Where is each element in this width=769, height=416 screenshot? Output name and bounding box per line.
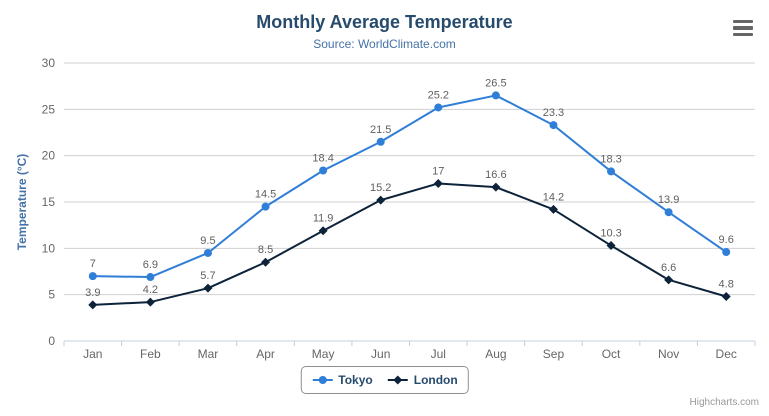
- data-label: 25.2: [428, 89, 449, 101]
- data-point-marker[interactable]: [664, 275, 674, 285]
- data-point-marker[interactable]: [433, 178, 443, 188]
- data-point-marker[interactable]: [319, 166, 328, 175]
- data-point-marker[interactable]: [606, 241, 616, 251]
- data-point-marker[interactable]: [607, 167, 616, 176]
- data-point-marker[interactable]: [261, 257, 271, 267]
- data-point-marker[interactable]: [549, 121, 558, 130]
- series-line: [91, 182, 728, 306]
- data-point-marker[interactable]: [548, 204, 558, 214]
- data-label: 18.3: [600, 153, 621, 165]
- data-point-marker[interactable]: [376, 195, 386, 205]
- data-label: 9.6: [719, 234, 734, 246]
- context-menu-button[interactable]: [732, 19, 754, 37]
- y-axis-label: 25: [42, 102, 56, 116]
- data-point-marker[interactable]: [203, 248, 212, 257]
- legend-item-london[interactable]: London: [387, 373, 458, 387]
- data-point-marker[interactable]: [491, 182, 501, 192]
- data-point-marker[interactable]: [261, 202, 270, 211]
- x-axis-label: Mar: [198, 347, 219, 361]
- x-axis-label: Jul: [431, 347, 446, 361]
- x-axis-label: Sep: [543, 347, 565, 361]
- x-axis-label: Jan: [83, 347, 102, 361]
- y-axis-label: 5: [48, 288, 55, 302]
- data-point-marker[interactable]: [88, 272, 97, 281]
- data-point-marker[interactable]: [721, 292, 731, 302]
- series-line: [91, 94, 728, 279]
- data-label: 8.5: [258, 244, 273, 256]
- y-axis-label: 30: [42, 56, 56, 70]
- y-axis-label: 0: [48, 334, 55, 348]
- data-point-marker[interactable]: [664, 208, 673, 217]
- x-axis-label: Feb: [140, 347, 161, 361]
- data-label: 9.5: [200, 235, 215, 247]
- legend-label: London: [413, 373, 458, 387]
- hamburger-icon: [733, 20, 753, 24]
- highcharts-credit-link[interactable]: Highcharts.com: [689, 397, 759, 408]
- data-point-marker[interactable]: [434, 103, 443, 112]
- x-axis-label: Nov: [658, 347, 679, 361]
- data-label: 11.9: [313, 213, 334, 225]
- chart-subtitle: Source: WorldClimate.com: [313, 37, 456, 51]
- data-point-marker[interactable]: [203, 283, 213, 293]
- x-axis-label: Dec: [716, 347, 737, 361]
- data-label: 16.6: [485, 169, 506, 181]
- x-axis-label: Aug: [485, 347, 506, 361]
- data-label: 14.2: [543, 191, 564, 203]
- y-axis-title: Temperature (°C): [15, 154, 29, 251]
- data-label: 6.6: [661, 262, 676, 274]
- y-axis-label: 10: [42, 241, 56, 255]
- data-label: 15.2: [370, 182, 391, 194]
- data-label: 26.5: [485, 77, 506, 89]
- data-label: 4.8: [719, 279, 734, 291]
- data-label: 21.5: [370, 124, 391, 136]
- data-point-marker[interactable]: [491, 91, 500, 100]
- y-axis-label: 20: [42, 149, 56, 163]
- y-axis-label: 15: [42, 195, 56, 209]
- data-label: 6.9: [143, 259, 158, 271]
- data-point-marker[interactable]: [722, 248, 731, 257]
- x-axis-label: Apr: [256, 347, 275, 361]
- diamond-marker-icon: [387, 375, 408, 385]
- series-london: 3.9 4.2 5.7 8.5 11.9 15.2 17 16.6 14.2 10.3 6.6 4.8: [85, 165, 734, 310]
- hamburger-icon: [733, 26, 753, 30]
- data-label: 17: [432, 165, 444, 177]
- data-point-marker[interactable]: [318, 226, 328, 236]
- x-axis-label: May: [312, 347, 335, 361]
- data-label: 4.2: [143, 284, 158, 296]
- series-tokyo: 7 6.9 9.5 14.5 18.4 21.5 25.2 26.5 23.3 18.3 13.9 9…: [88, 77, 734, 282]
- data-label: 14.5: [255, 189, 276, 201]
- chart-title: Monthly Average Temperature: [256, 12, 513, 32]
- data-label: 5.7: [200, 270, 215, 282]
- legend-item-tokyo[interactable]: Tokyo: [311, 373, 373, 387]
- legend-label: Tokyo: [338, 373, 373, 387]
- data-label: 18.4: [312, 152, 333, 164]
- x-axis-label: Oct: [602, 347, 621, 361]
- circle-marker-icon: [312, 376, 333, 384]
- data-label: 13.9: [658, 194, 679, 206]
- data-label: 7: [90, 258, 96, 270]
- data-label: 3.9: [85, 287, 100, 299]
- x-axis-label: Jun: [371, 347, 390, 361]
- data-point-marker[interactable]: [145, 297, 155, 307]
- data-label: 10.3: [600, 228, 621, 240]
- data-label: 23.3: [543, 107, 564, 119]
- legend: Tokyo London: [300, 366, 469, 394]
- hamburger-icon: [733, 32, 753, 36]
- data-point-marker[interactable]: [376, 137, 385, 146]
- data-point-marker[interactable]: [146, 273, 155, 282]
- data-point-marker[interactable]: [88, 300, 98, 310]
